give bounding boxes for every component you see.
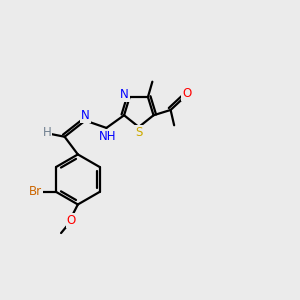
Text: N: N xyxy=(81,109,90,122)
Text: NH: NH xyxy=(99,130,117,143)
Text: N: N xyxy=(120,88,129,101)
Text: H: H xyxy=(43,126,51,139)
Text: S: S xyxy=(135,126,142,139)
Text: Br: Br xyxy=(29,185,42,199)
Text: O: O xyxy=(67,214,76,227)
Text: O: O xyxy=(182,87,191,100)
